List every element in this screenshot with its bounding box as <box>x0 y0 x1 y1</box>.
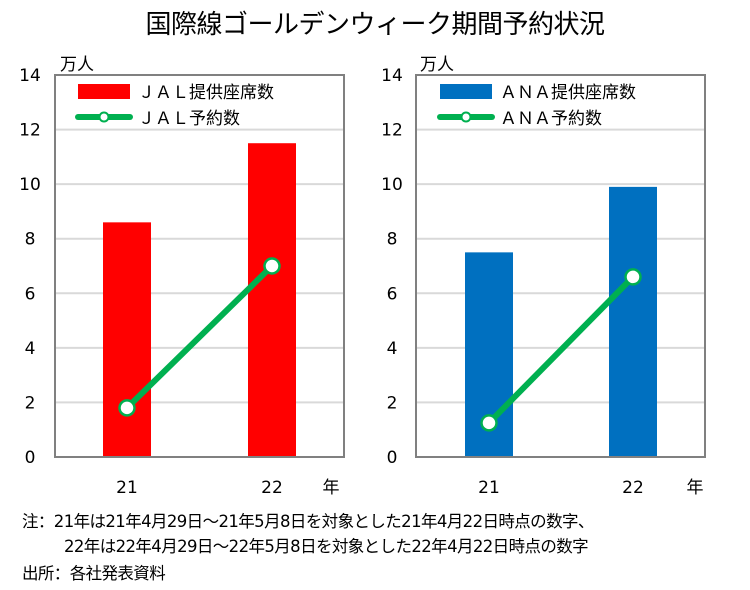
x-axis-label: 年 <box>323 478 340 498</box>
y-tick-label: 2 <box>387 393 398 413</box>
data-point-marker <box>118 399 136 417</box>
y-tick-label: 8 <box>25 230 36 250</box>
legend-label-seats: ＪＡＬ提供座席数 <box>138 83 274 103</box>
data-point-marker <box>624 268 642 286</box>
legend: ＡＮＡ提供座席数 ＡＮＡ予約数 <box>437 83 636 129</box>
y-tick-label: 6 <box>25 284 36 304</box>
chart-title: 国際線ゴールデンウィーク期間予約状況 <box>145 10 605 40</box>
y-tick-label: 6 <box>387 284 398 304</box>
y-tick-label: 12 <box>381 121 403 141</box>
bar <box>609 186 657 457</box>
legend-label-reservations: ＡＮＡ予約数 <box>500 109 602 129</box>
y-axis-unit-label: 万人 <box>420 55 454 75</box>
reservation-line <box>124 263 275 411</box>
chart-panel-2: 0 2 4 6 8 10 12 14 21 22 年 万人 ＡＮＡ提供座席数 ＡＮＡ予約数 <box>381 55 706 498</box>
chart-panel-1: 0 2 4 6 8 10 12 14 21 22 年 万人 ＪＡＬ提供座席数 ＪＡＬ予約数 <box>19 55 345 498</box>
legend-bar-swatch <box>440 84 492 99</box>
reservation-line <box>486 274 636 425</box>
legend: ＪＡＬ提供座席数 ＪＡＬ予約数 <box>75 83 274 129</box>
y-axis-unit-label: 万人 <box>60 55 94 75</box>
y-tick-label: 4 <box>387 339 398 359</box>
y-tick-label: 8 <box>387 230 398 250</box>
y-tick-label: 10 <box>381 175 403 195</box>
x-tick-label: 21 <box>116 478 138 498</box>
bar <box>103 222 151 457</box>
note-line-2: 22年は22年4月29日～22年5月8日を対象とした22年4月22日時点の数字 <box>64 537 589 556</box>
y-tick-label: 10 <box>19 175 41 195</box>
y-tick-label: 14 <box>381 66 403 86</box>
note-line-1: 注：21年は21年4月29日～21年5月8日を対象とした21年4月22日時点の数… <box>22 512 594 531</box>
plot-frame <box>415 74 706 458</box>
x-tick-label: 22 <box>622 478 644 498</box>
x-tick-label: 21 <box>478 478 500 498</box>
source-note: 出所：各社発表資料 <box>22 564 166 583</box>
legend-bar-swatch <box>78 84 130 99</box>
legend-label-reservations: ＪＡＬ予約数 <box>138 109 240 129</box>
legend-marker <box>460 111 472 123</box>
x-tick-label: 22 <box>261 478 283 498</box>
y-tick-label: 0 <box>387 448 398 468</box>
y-tick-label: 14 <box>19 66 41 86</box>
data-point-marker <box>263 257 281 275</box>
legend-marker <box>98 111 110 123</box>
y-tick-label: 0 <box>25 448 36 468</box>
legend-label-seats: ＡＮＡ提供座席数 <box>500 83 636 103</box>
y-tick-label: 12 <box>19 121 41 141</box>
bar <box>248 143 296 457</box>
y-tick-label: 4 <box>25 339 36 359</box>
x-axis-label: 年 <box>687 478 704 498</box>
data-point-marker <box>480 414 498 432</box>
plot-frame <box>54 74 345 458</box>
y-tick-label: 2 <box>25 393 36 413</box>
